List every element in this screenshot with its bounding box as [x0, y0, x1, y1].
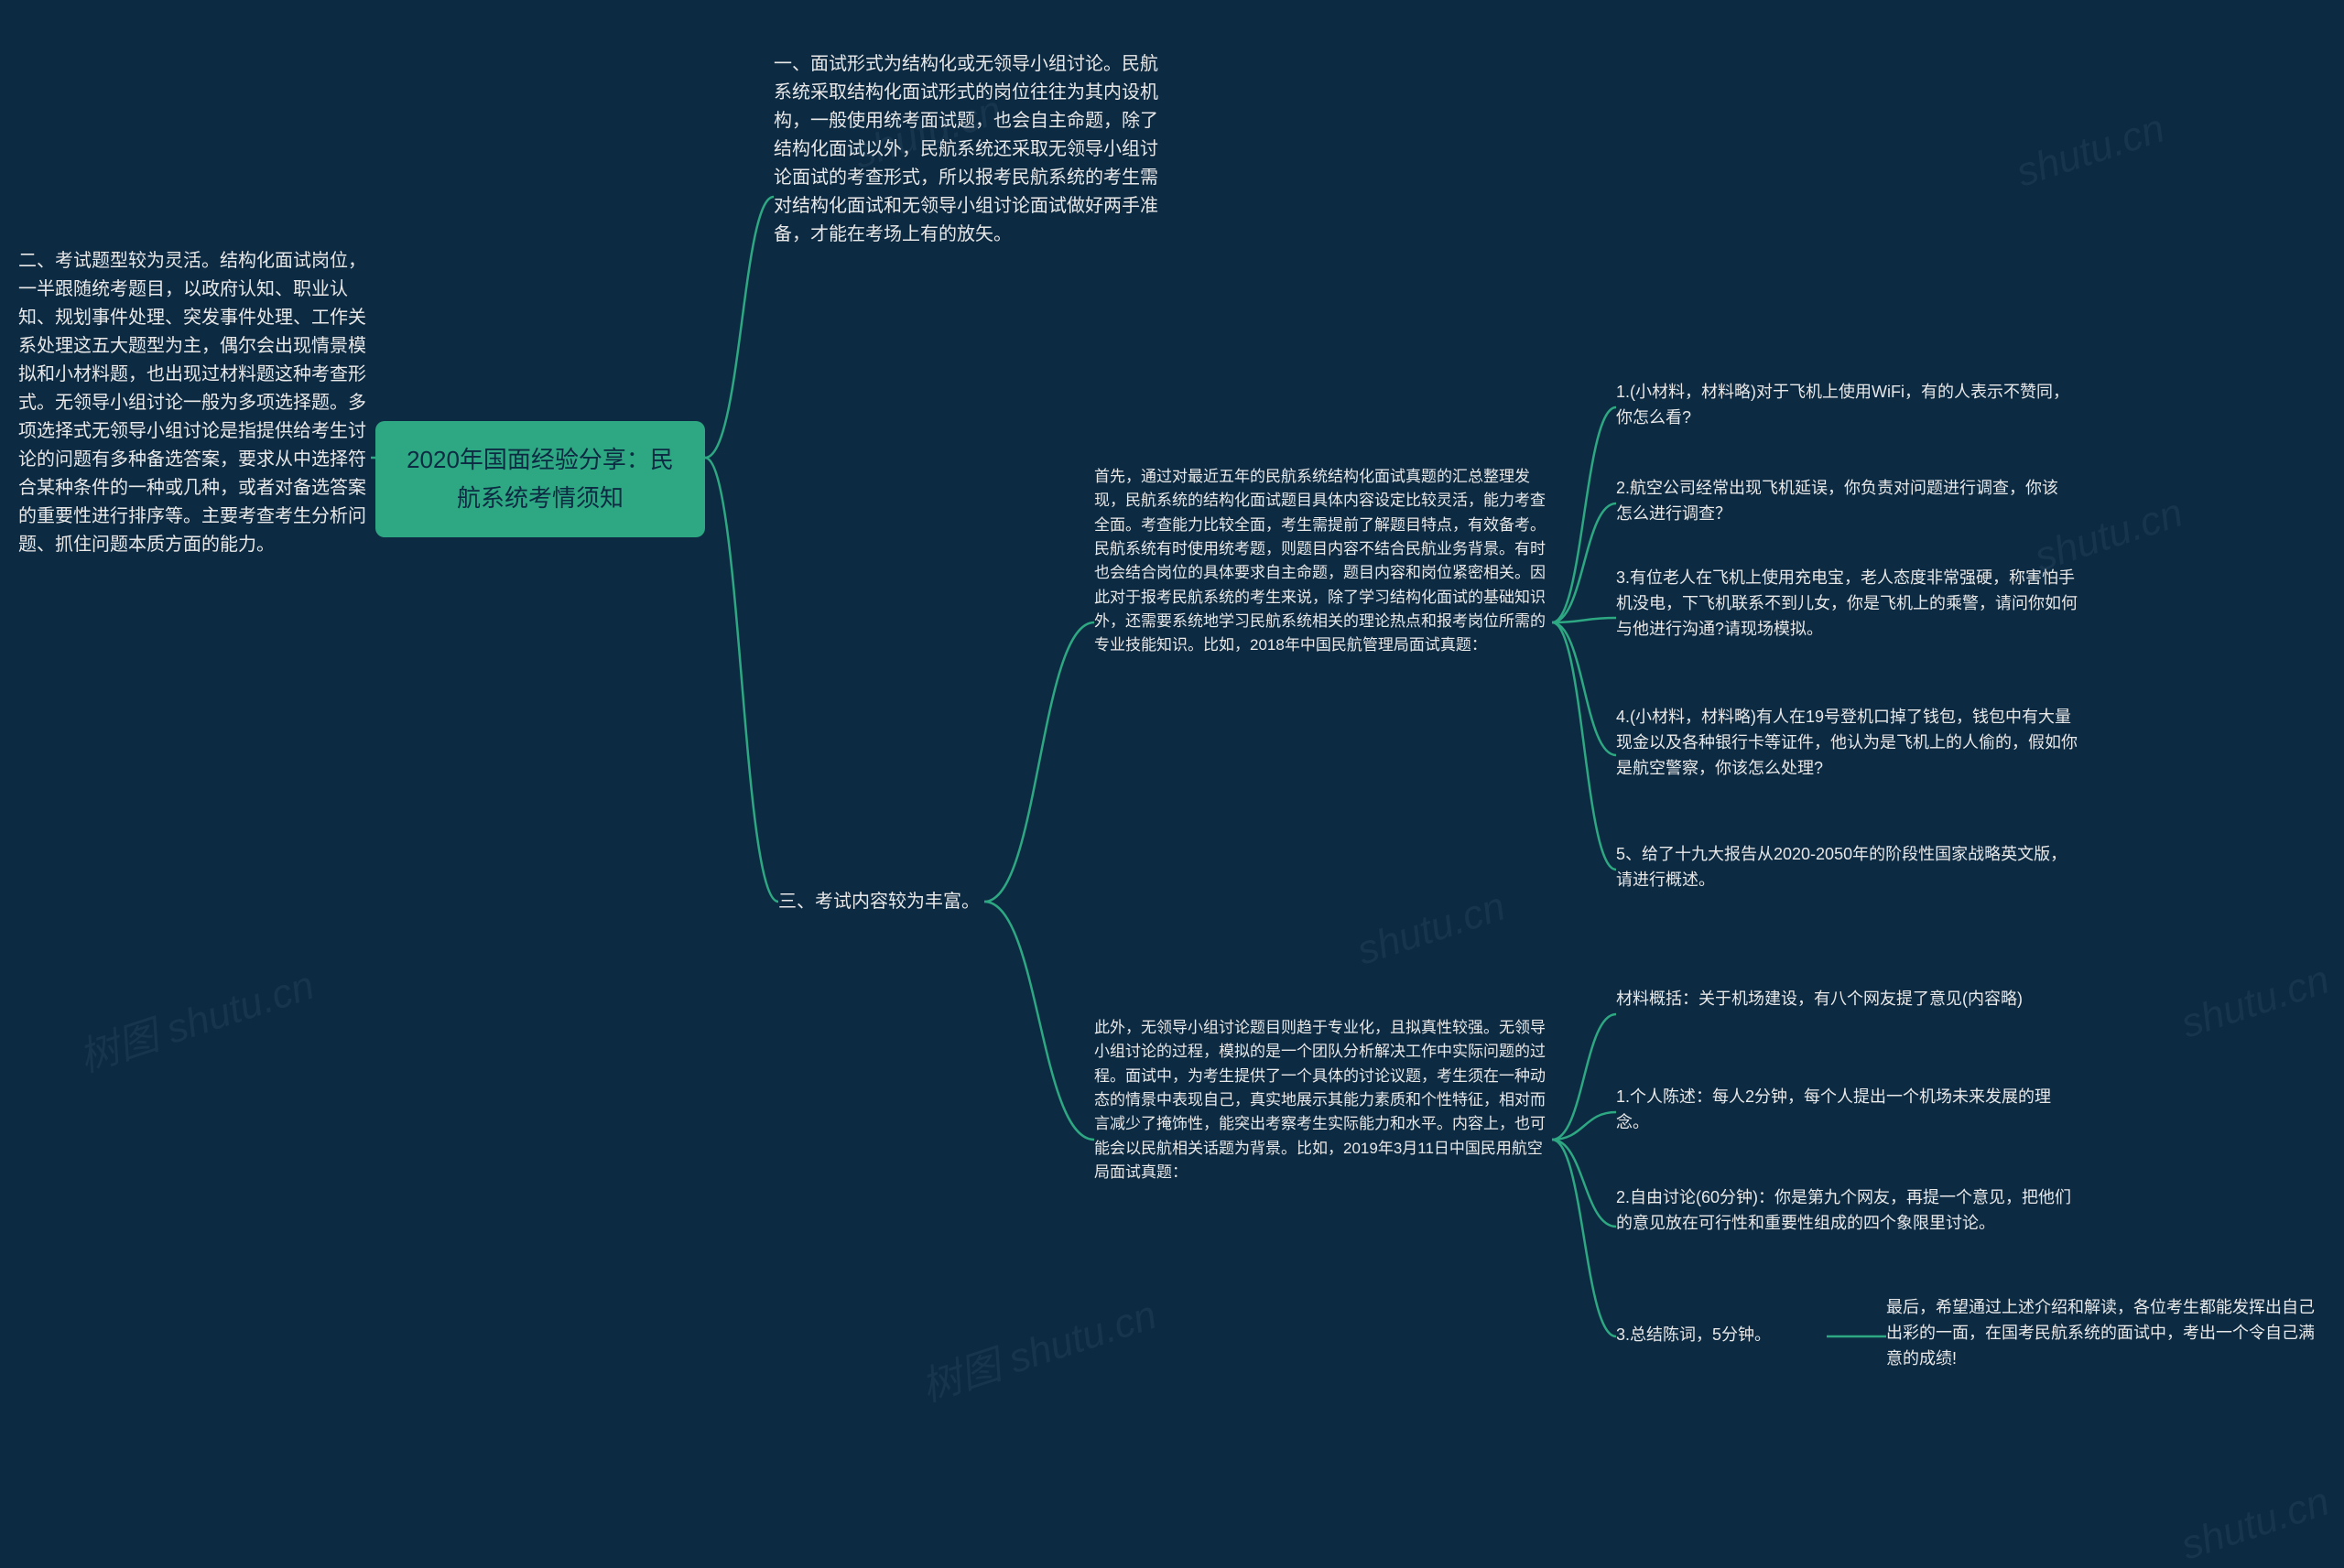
node-n3b1: 1.个人陈述：每人2分钟，每个人提出一个机场未来发展的理念。 — [1616, 1085, 2074, 1136]
connector — [1552, 1140, 1616, 1336]
watermark: shutu.cn — [1351, 884, 1511, 975]
connector — [1552, 1014, 1616, 1140]
node-n3b0: 材料概括：关于机场建设，有八个网友提了意见(内容略) — [1616, 987, 2074, 1012]
root-node: 2020年国面经验分享：民 航系统考情须知 — [375, 421, 705, 537]
node-n3b: 此外，无领导小组讨论题目则趋于专业化，且拟真性较强。无领导小组讨论的过程，模拟的… — [1094, 1016, 1552, 1184]
connector — [1552, 407, 1616, 622]
connector — [1552, 1140, 1616, 1227]
connector — [984, 902, 1094, 1140]
connector — [984, 622, 1094, 902]
connector — [1552, 622, 1616, 755]
node-n2: 二、考试题型较为灵活。结构化面试岗位，一半跟随统考题目，以政府认知、职业认知、规… — [18, 247, 375, 559]
connector — [1552, 622, 1616, 870]
node-n3a1: 1.(小材料，材料略)对于飞机上使用WiFi，有的人表示不赞同，你怎么看? — [1616, 380, 2074, 431]
node-n3b3: 3.总结陈词，5分钟。 — [1616, 1323, 1827, 1348]
connector — [705, 197, 774, 458]
node-n3: 三、考试内容较为丰富。 — [778, 888, 1035, 916]
watermark: 树图 shutu.cn — [913, 1281, 1163, 1412]
node-n3a4: 4.(小材料，材料略)有人在19号登机口掉了钱包，钱包中有大量现金以及各种银行卡… — [1616, 705, 2083, 782]
root-line2: 航系统考情须知 — [457, 484, 624, 512]
connector — [1552, 1112, 1616, 1140]
node-n3a3: 3.有位老人在飞机上使用充电宝，老人态度非常强硬，称害怕手机没电，下飞机联系不到… — [1616, 566, 2083, 643]
node-n3a5: 5、给了十九大报告从2020-2050年的阶段性国家战略英文版，请进行概述。 — [1616, 842, 2083, 893]
watermark: 树图 shutu.cn — [71, 952, 320, 1083]
connector — [1552, 618, 1616, 622]
node-n3b2: 2.自由讨论(60分钟)：你是第九个网友，再提一个意见，把他们的意见放在可行性和… — [1616, 1185, 2074, 1237]
watermark: shutu.cn — [2011, 106, 2170, 197]
node-n3a2: 2.航空公司经常出现飞机延误，你负责对问题进行调查，你该怎么进行调查？ — [1616, 476, 2074, 527]
root-line1: 2020年国面经验分享：民 — [407, 446, 674, 473]
node-n3b3a: 最后，希望通过上述介绍和解读，各位考生都能发挥出自己出彩的一面，在国考民航系统的… — [1886, 1295, 2326, 1372]
node-n3a: 首先，通过对最近五年的民航系统结构化面试真题的汇总整理发现，民航系统的结构化面试… — [1094, 465, 1552, 658]
connector — [1552, 503, 1616, 622]
watermark: shutu.cn — [2176, 957, 2335, 1048]
connector — [705, 458, 778, 902]
watermark: shutu.cn — [2176, 1479, 2335, 1568]
node-n1: 一、面试形式为结构化或无领导小组讨论。民航系统采取结构化面试形式的岗位往往为其内… — [774, 50, 1167, 249]
